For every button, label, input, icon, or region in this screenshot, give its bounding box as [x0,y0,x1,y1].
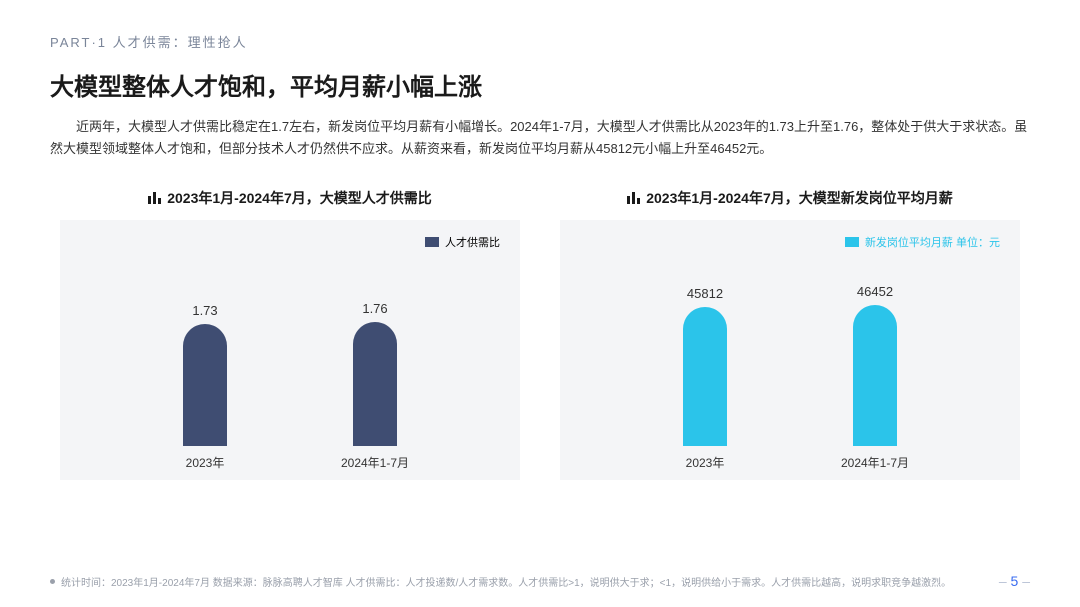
legend-swatch-right [845,237,859,247]
bar-chart-icon [148,192,161,204]
bar [683,307,727,446]
bar-chart-icon [627,192,640,204]
bar-group: 46452 [835,284,915,446]
x-axis-label: 2023年 [665,454,745,471]
bar-group: 1.73 [165,303,245,447]
bar [853,305,897,446]
x-axis-right: 2023年 2024年1-7月 [580,446,1000,471]
description-text: 近两年，大模型人才供需比稳定在1.7左右，新发岗位平均月薪有小幅增长。2024年… [50,116,1030,160]
page-number: 5 [999,573,1030,589]
x-axis-label: 2024年1-7月 [835,454,915,471]
x-axis-label: 2023年 [165,454,245,471]
bar-group: 45812 [665,286,745,446]
chart-salary: 2023年1月-2024年7月，大模型新发岗位平均月薪 新发岗位平均月薪 单位：… [560,188,1020,480]
x-axis-label: 2024年1-7月 [335,454,415,471]
plot-area-left: 1.73 1.76 [80,256,500,446]
chart-supply-demand: 2023年1月-2024年7月，大模型人才供需比 人才供需比 1.73 1.76 … [60,188,520,480]
legend-label-right: 新发岗位平均月薪 单位：元 [865,234,1000,250]
bar-value-label: 46452 [857,284,893,299]
chart-title-left-text: 2023年1月-2024年7月，大模型人才供需比 [167,188,432,208]
x-axis-left: 2023年 2024年1-7月 [80,446,500,471]
bar-value-label: 1.76 [362,301,387,316]
breadcrumb: PART·1 人才供需：理性抢人 [50,32,1030,51]
bar [353,322,397,447]
chart-title-right-text: 2023年1月-2024年7月，大模型新发岗位平均月薪 [646,188,953,208]
charts-row: 2023年1月-2024年7月，大模型人才供需比 人才供需比 1.73 1.76 … [50,188,1030,480]
page-title: 大模型整体人才饱和，平均月薪小幅上涨 [50,67,1030,102]
footer-note: 统计时间：2023年1月-2024年7月 数据来源：脉脉高聘人才智库 人才供需比… [50,574,951,589]
bar-value-label: 45812 [687,286,723,301]
footer: 统计时间：2023年1月-2024年7月 数据来源：脉脉高聘人才智库 人才供需比… [50,573,1030,589]
bar-value-label: 1.73 [192,303,217,318]
legend-swatch-left [425,237,439,247]
bullet-icon [50,579,55,584]
chart-title-right: 2023年1月-2024年7月，大模型新发岗位平均月薪 [560,188,1020,208]
legend-label-left: 人才供需比 [445,234,500,250]
plot-area-right: 45812 46452 [580,256,1000,446]
legend-right: 新发岗位平均月薪 单位：元 [580,234,1000,250]
legend-left: 人才供需比 [80,234,500,250]
footer-text: 统计时间：2023年1月-2024年7月 数据来源：脉脉高聘人才智库 人才供需比… [61,574,951,589]
chart-panel-right: 新发岗位平均月薪 单位：元 45812 46452 2023年 2024年1-7月 [560,220,1020,480]
chart-title-left: 2023年1月-2024年7月，大模型人才供需比 [60,188,520,208]
bar-group: 1.76 [335,301,415,447]
bar [183,324,227,447]
chart-panel-left: 人才供需比 1.73 1.76 2023年 2024年1-7月 [60,220,520,480]
